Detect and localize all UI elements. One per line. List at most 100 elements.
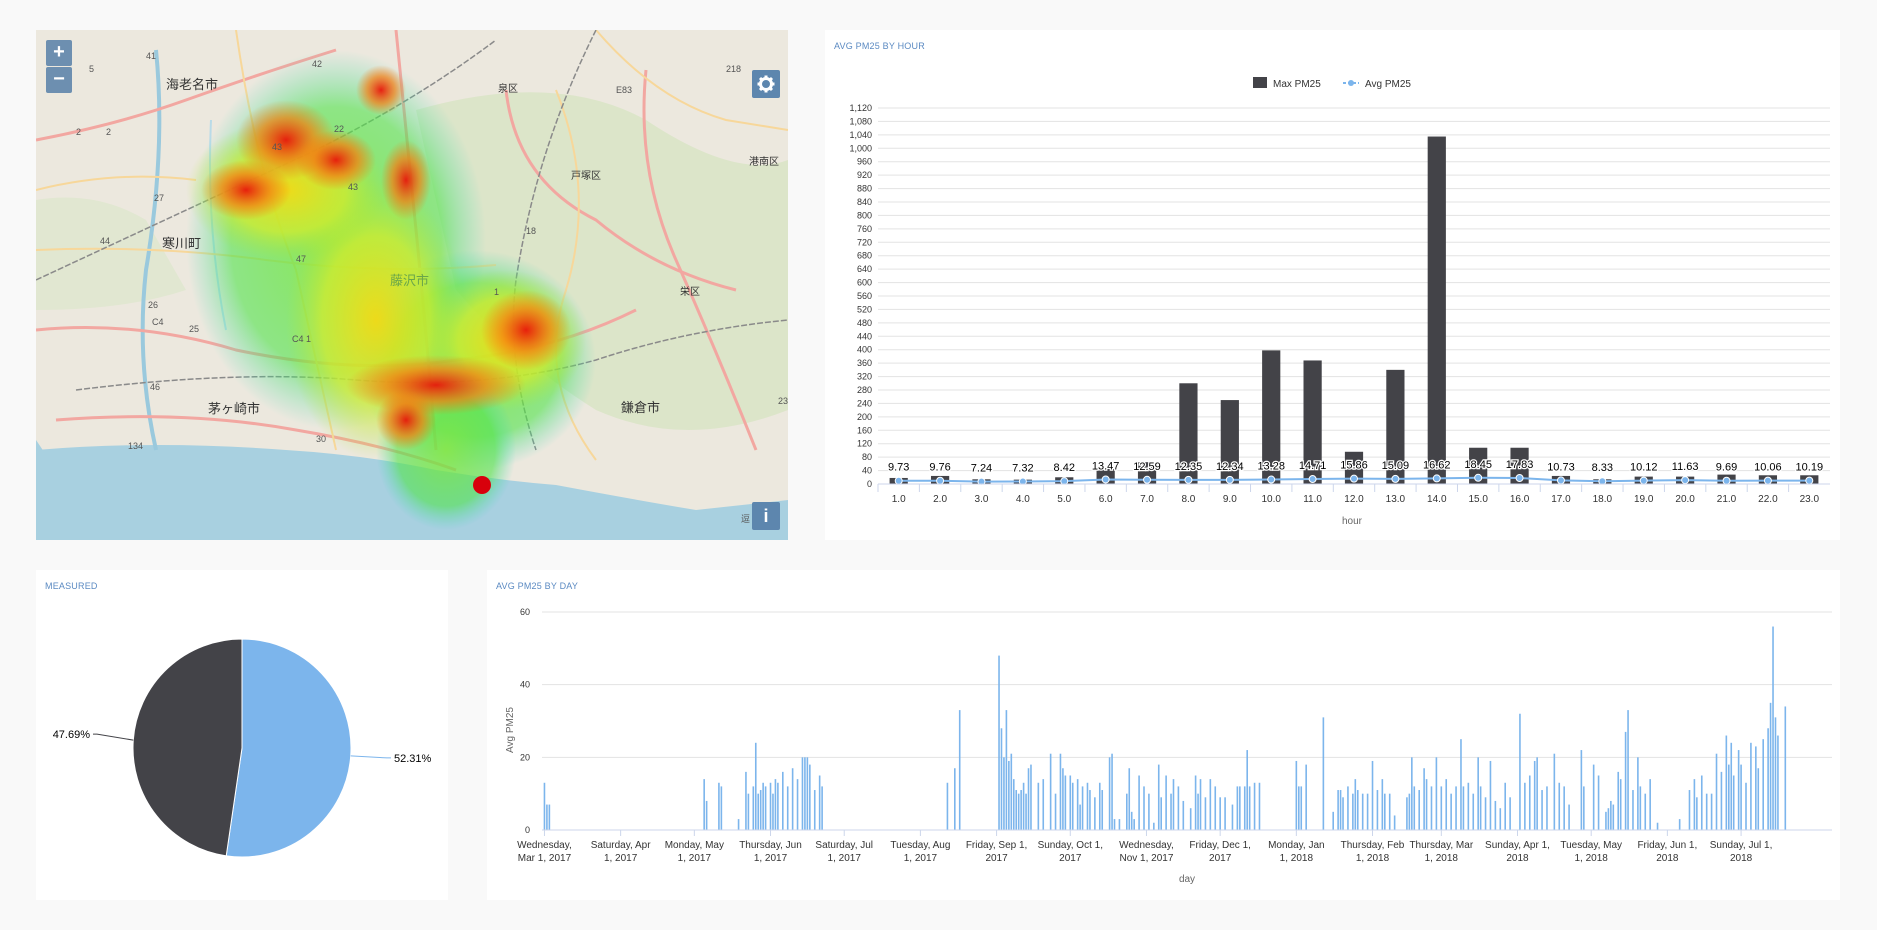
day-avg-bar (1101, 790, 1104, 830)
day-x-tick-label: Sunday, Oct 1, (1038, 840, 1103, 851)
hour-chart-legend[interactable]: Max PM25 Avg PM25 (1253, 77, 1411, 90)
map-info-button[interactable]: i (752, 502, 780, 530)
day-x-tick-label: Sunday, Apr 1, (1485, 840, 1550, 851)
map-canvas[interactable]: 海老名市 泉区 戸塚区 港南区 寒川町 藤沢市 栄区 茅ヶ崎市 鎌倉市 41 5… (36, 30, 788, 540)
hour-x-tick-label: 20.0 (1675, 494, 1695, 505)
day-avg-bar (958, 710, 961, 830)
day-avg-bar (745, 771, 747, 830)
day-x-tick-label: Monday, May (665, 840, 724, 851)
day-avg-bar (954, 768, 956, 830)
legend-bar-label: Max PM25 (1273, 79, 1321, 90)
hour-avg-data-label: 14.71 (1299, 460, 1327, 472)
day-avg-bar (818, 775, 821, 830)
day-avg-bar (1762, 739, 1764, 830)
day-avg-bar (1376, 790, 1379, 830)
hour-avg-data-label: 8.42 (1054, 462, 1075, 474)
day-avg-bar (1784, 706, 1787, 830)
hour-chart: Max PM25 Avg PM25 0 40 80 120 160 200 240 280 32… (849, 77, 1830, 527)
hour-x-tick-label: 2.0 (933, 494, 947, 505)
day-avg-bar (1371, 760, 1374, 830)
day-x-tick-label: 1, 2017 (904, 853, 938, 864)
hour-avg-point (1018, 477, 1027, 486)
day-avg-bar (1730, 742, 1733, 830)
hour-avg-point (1308, 475, 1317, 484)
zoom-in-button[interactable]: + (46, 40, 72, 66)
day-x-tick-label: Saturday, Jul (815, 840, 873, 851)
day-avg-bar (782, 771, 784, 830)
day-avg-bar (1337, 790, 1339, 830)
hour-avg-point (1391, 474, 1400, 483)
road-label: 30 (316, 434, 326, 444)
day-x-tick-label: Nov 1, 2017 (1119, 853, 1173, 864)
hour-avg-point (1639, 476, 1648, 485)
day-avg-bar (1108, 757, 1111, 830)
day-avg-bar (1079, 804, 1081, 830)
day-avg-bar (1693, 779, 1696, 830)
day-avg-bar (1541, 790, 1543, 830)
day-avg-bar (1423, 768, 1425, 830)
day-avg-bar (1489, 760, 1492, 830)
day-x-tick-label: Tuesday, May (1560, 840, 1622, 851)
hour-x-tick-label: 23.0 (1800, 494, 1820, 505)
day-avg-bar (1157, 764, 1160, 830)
day-avg-bar (718, 782, 720, 830)
heatmap-map[interactable]: 海老名市 泉区 戸塚区 港南区 寒川町 藤沢市 栄区 茅ヶ崎市 鎌倉市 41 5… (36, 30, 788, 540)
hour-avg-point (936, 476, 945, 485)
hour-y-tick-label: 40 (862, 466, 872, 476)
day-avg-bar (1384, 793, 1386, 830)
road-label: 218 (726, 64, 741, 74)
zoom-out-button[interactable]: − (46, 67, 72, 93)
hour-avg-point (894, 476, 903, 485)
day-avg-bar (1000, 728, 1003, 830)
day-avg-bar (1509, 797, 1511, 830)
day-avg-bar (752, 786, 755, 830)
day-avg-bar (1098, 782, 1101, 830)
hour-y-tick-label: 280 (857, 385, 872, 395)
day-avg-bar (1700, 775, 1703, 830)
hour-x-tick-label: 9.0 (1223, 494, 1237, 505)
hour-y-tick-label: 1,120 (849, 103, 872, 113)
hour-y-tick-label: 920 (857, 170, 872, 180)
day-avg-bar (796, 779, 799, 830)
road-label: C4 1 (292, 334, 311, 344)
day-avg-bar (1069, 775, 1072, 830)
hour-avg-point (1556, 476, 1565, 485)
map-green-area (36, 197, 186, 310)
day-avg-bar (1639, 786, 1642, 830)
day-avg-bar (1755, 746, 1757, 830)
day-avg-bar (1774, 717, 1777, 830)
hour-y-tick-label: 1,000 (849, 143, 872, 153)
day-avg-bar (1524, 782, 1526, 830)
hour-avg-point (1681, 476, 1690, 485)
road-label: 41 (146, 51, 156, 61)
hour-avg-data-label: 15.09 (1382, 460, 1410, 472)
hour-y-tick-label: 320 (857, 372, 872, 382)
map-settings-button[interactable] (752, 70, 780, 98)
hour-y-tick-label: 120 (857, 439, 872, 449)
hour-x-tick-label: 22.0 (1758, 494, 1778, 505)
day-avg-bar (1347, 786, 1349, 830)
pie-connector (350, 755, 391, 759)
pie-slices (132, 638, 352, 858)
day-avg-bar (1583, 786, 1585, 830)
day-avg-bar (1076, 779, 1079, 830)
hour-x-tick-label: 10.0 (1261, 494, 1281, 505)
day-avg-bar (801, 757, 804, 830)
road-label: 44 (100, 236, 110, 246)
day-avg-bar (1777, 735, 1779, 830)
hour-y-tick-label: 80 (862, 452, 872, 462)
day-avg-bar (1528, 775, 1531, 830)
day-avg-bar (769, 782, 772, 830)
hour-x-tick-label: 18.0 (1593, 494, 1613, 505)
day-x-tick-label: 2017 (985, 853, 1008, 864)
hour-chart-data-labels: 9.73 9.76 7.24 7.32 8.42 13.47 12.59 12.35 12.34… (887, 458, 1825, 476)
hour-max-bar (1220, 400, 1239, 484)
day-avg-bar (1253, 782, 1256, 830)
day-avg-bar (1619, 779, 1622, 830)
day-avg-bar (705, 800, 708, 830)
hour-y-tick-label: 480 (857, 318, 872, 328)
day-avg-bar (1246, 750, 1248, 830)
day-avg-bar (1027, 768, 1030, 830)
day-avg-bar (747, 793, 750, 830)
day-avg-bar (1740, 764, 1742, 830)
